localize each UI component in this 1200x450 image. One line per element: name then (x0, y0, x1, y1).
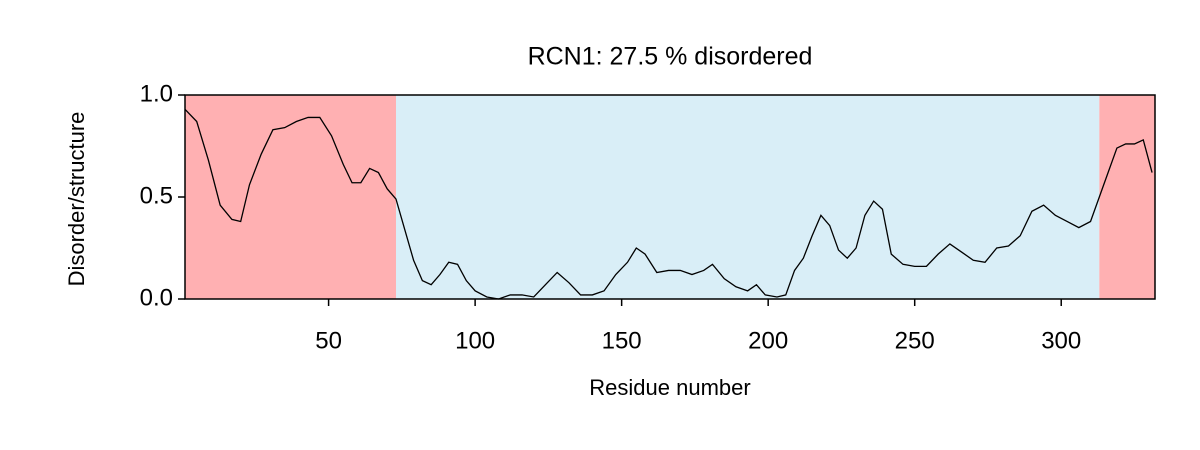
region (1099, 95, 1155, 299)
x-tick-label: 50 (315, 327, 342, 354)
region (185, 95, 396, 299)
y-tick-label: 0.0 (140, 284, 173, 311)
x-tick-label: 300 (1041, 327, 1081, 354)
x-tick-label: 250 (895, 327, 935, 354)
data-line (184, 108, 1153, 300)
y-axis-label: Disorder/structure (64, 112, 89, 287)
y-tick-label: 1.0 (140, 80, 173, 107)
chart-title: RCN1: 27.5 % disordered (528, 43, 813, 71)
x-tick-label: 150 (602, 327, 642, 354)
y-tick-label: 0.5 (140, 182, 173, 209)
x-tick-label: 200 (748, 327, 788, 354)
x-tick-label: 100 (455, 327, 495, 354)
x-axis-label: Residue number (589, 375, 750, 400)
region (395, 95, 1100, 299)
